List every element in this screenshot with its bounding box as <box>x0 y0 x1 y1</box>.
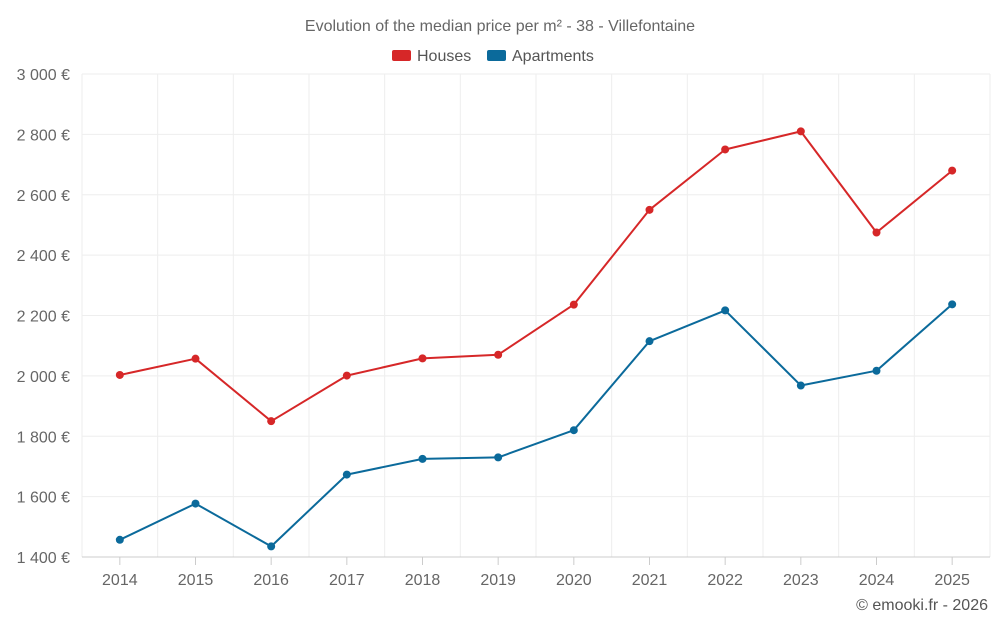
data-point-apartments[interactable] <box>418 454 427 463</box>
data-point-apartments[interactable] <box>342 470 351 479</box>
data-point-houses[interactable] <box>267 417 276 426</box>
y-tick-label: 2 600 € <box>17 188 70 205</box>
data-point-houses[interactable] <box>342 371 351 380</box>
legend: Houses Apartments <box>392 48 594 65</box>
legend-swatch-houses <box>392 50 411 61</box>
data-point-houses[interactable] <box>569 300 578 309</box>
y-tick-label: 3 000 € <box>17 67 70 84</box>
x-tick-label: 2024 <box>859 572 895 589</box>
y-tick-label: 1 400 € <box>17 550 70 567</box>
series-line-houses <box>119 130 953 423</box>
x-tick-label: 2021 <box>632 572 668 589</box>
x-tick-label: 2014 <box>102 572 138 589</box>
data-point-apartments[interactable] <box>569 426 578 435</box>
data-point-apartments[interactable] <box>721 306 730 315</box>
data-point-houses[interactable] <box>115 370 124 379</box>
x-tick-label: 2017 <box>329 572 365 589</box>
y-tick-label: 2 800 € <box>17 127 70 144</box>
data-point-houses[interactable] <box>645 205 654 214</box>
series-line-apartments <box>119 303 953 548</box>
legend-label-houses: Houses <box>417 48 471 65</box>
credit-text: © emooki.fr - 2026 <box>856 597 988 614</box>
x-tick-label: 2025 <box>934 572 970 589</box>
x-axis-ticks: 2014 2015 2016 2017 2018 2019 2020 2021 2022 2023… <box>102 557 970 589</box>
x-tick-label: 2019 <box>480 572 516 589</box>
data-point-apartments[interactable] <box>645 337 654 346</box>
y-tick-label: 2 400 € <box>17 248 70 265</box>
y-tick-label: 1 600 € <box>17 490 70 507</box>
x-tick-label: 2022 <box>707 572 743 589</box>
data-point-houses[interactable] <box>721 145 730 154</box>
grid <box>81 73 991 558</box>
y-tick-label: 2 200 € <box>17 309 70 326</box>
y-tick-label: 2 000 € <box>17 369 70 386</box>
y-axis-ticks: 1 400 € 1 600 € 1 800 € 2 000 € 2 200 € 2 400… <box>17 67 70 567</box>
data-point-apartments[interactable] <box>796 381 805 390</box>
x-tick-label: 2020 <box>556 572 592 589</box>
x-tick-label: 2015 <box>178 572 214 589</box>
data-point-houses[interactable] <box>191 354 200 363</box>
data-point-apartments[interactable] <box>948 300 957 309</box>
series <box>115 127 957 551</box>
x-tick-label: 2018 <box>405 572 441 589</box>
data-point-houses[interactable] <box>948 166 957 175</box>
legend-label-apartments: Apartments <box>512 48 594 65</box>
data-point-apartments[interactable] <box>494 453 503 462</box>
legend-swatch-apartments <box>487 50 506 61</box>
data-point-houses[interactable] <box>494 350 503 359</box>
data-point-houses[interactable] <box>872 228 881 237</box>
legend-item-houses[interactable]: Houses <box>392 48 471 65</box>
legend-item-apartments[interactable]: Apartments <box>487 48 594 65</box>
data-point-houses[interactable] <box>418 354 427 363</box>
x-tick-label: 2023 <box>783 572 819 589</box>
data-point-apartments[interactable] <box>115 535 124 544</box>
chart-title: Evolution of the median price per m² - 3… <box>305 18 695 35</box>
x-tick-label: 2016 <box>253 572 289 589</box>
data-point-apartments[interactable] <box>267 542 276 551</box>
data-point-apartments[interactable] <box>191 499 200 508</box>
y-tick-label: 1 800 € <box>17 429 70 446</box>
data-point-houses[interactable] <box>796 127 805 136</box>
data-point-apartments[interactable] <box>872 366 881 375</box>
